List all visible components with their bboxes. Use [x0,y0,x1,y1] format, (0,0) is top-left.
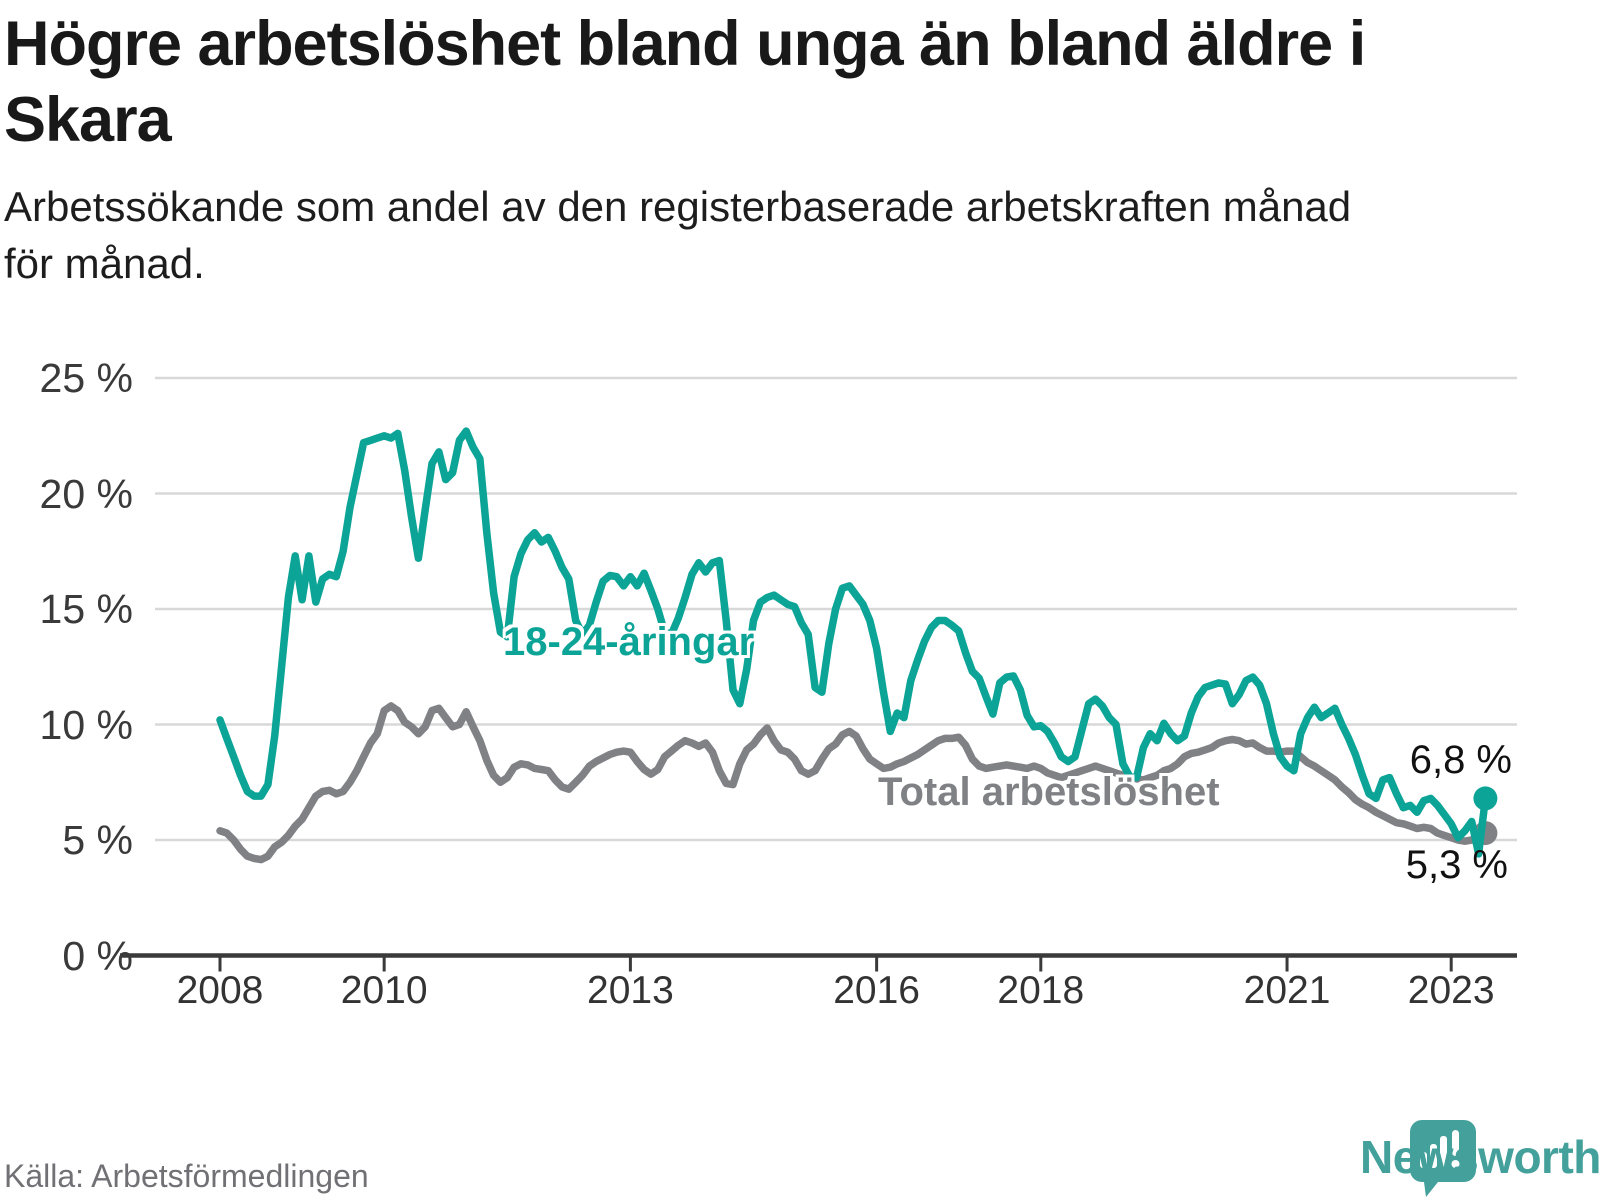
chart-subtitle: Arbetssökande som andel av den registerb… [4,178,1584,292]
end-value-label-youth: 6,8 % [1409,738,1512,782]
x-axis-label-2018: 2018 [997,969,1085,1012]
y-axis-label-10: 10 % [39,701,133,748]
source-note: Källa: Arbetsförmedlingen [4,1158,369,1194]
y-axis-label-20: 20 % [39,470,133,517]
series-label-total: Total arbetslöshet [878,770,1220,814]
x-axis-label-2021: 2021 [1243,969,1331,1012]
chart-title: Högre arbetslöshet bland unga än bland ä… [4,6,1574,158]
x-axis-label-2016: 2016 [833,969,920,1012]
newsworthy-wordmark: Newsworthy [1360,1131,1600,1183]
end-value-label-total: 5,3 % [1405,843,1508,887]
y-axis-label-25: 25 % [39,355,133,401]
chart-title-line1: Högre arbetslöshet bland unga än bland ä… [4,9,1366,79]
series-label-youth: 18-24-åringar [503,620,755,664]
series-line-18-24-åringar [216,427,1490,858]
chart-title-line2: Skara [4,85,172,155]
logo-bar-chart [1420,1130,1460,1168]
y-axis-label-15: 15 % [39,586,133,632]
series-end-dot-18-24-åringar [1473,786,1498,811]
chart-subtitle-line2: för månad. [4,240,205,287]
y-axis-label-5: 5 % [62,817,133,863]
x-axis-label-2010: 2010 [340,969,428,1012]
series-line-Total arbetslöshet [216,702,1490,864]
x-axis-label-2023: 2023 [1407,969,1495,1012]
y-axis-label-0: 0 % [62,932,133,979]
newsworthy-logo-icon [1410,1120,1476,1197]
x-axis-label-2008: 2008 [176,969,264,1012]
chart-subtitle-line1: Arbetssökande som andel av den registerb… [4,183,1352,230]
x-axis-label-2013: 2013 [587,969,674,1012]
